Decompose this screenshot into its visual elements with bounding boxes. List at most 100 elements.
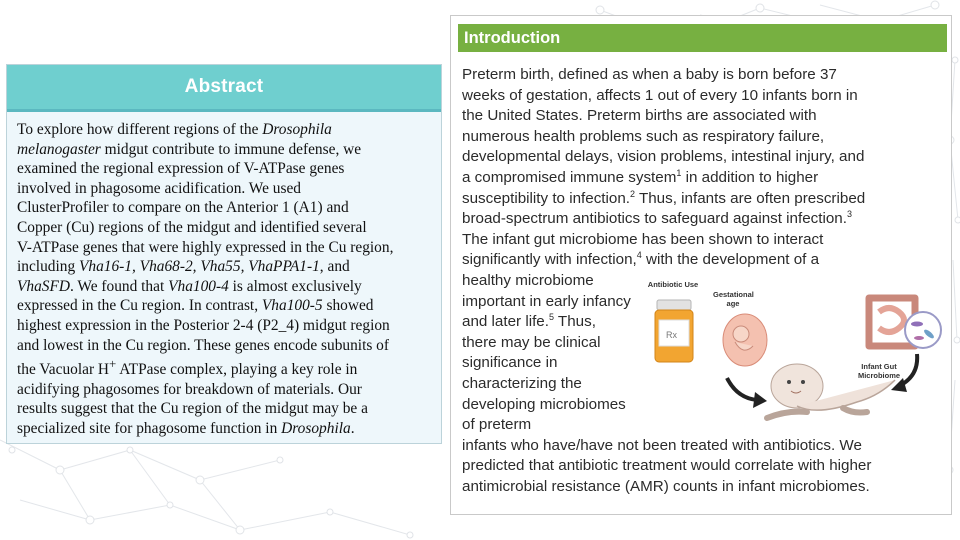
abstract-header: Abstract — [7, 65, 441, 112]
text-run: Vha100-5 — [261, 297, 323, 315]
text-run: Preterm birth, defined as when a baby is… — [462, 66, 837, 83]
antibiotic-use-label: Antibiotic Use — [647, 280, 699, 289]
text-run: 5 — [548, 312, 554, 323]
curved-arrow-left-icon — [725, 377, 758, 402]
abstract-line: acidifying phagosomes for breakdown of m… — [17, 380, 431, 400]
introduction-line: a compromised immune system1 in addition… — [462, 168, 951, 189]
abstract-line: ClusterProfiler to compare on the Anteri… — [17, 198, 431, 218]
text-run: Thus, infants are often prescribed — [635, 189, 866, 207]
abstract-panel: Abstract To explore how different region… — [6, 64, 442, 444]
introduction-line: and later life.5 Thus, — [462, 312, 951, 333]
text-run: is almost exclusively — [228, 277, 362, 295]
abstract-line: the Vacuolar H+ ATPase complex, playing … — [17, 355, 431, 380]
introduction-line: significance in — [462, 353, 951, 374]
text-run: antimicrobial resistance (AMR) counts in… — [462, 477, 870, 495]
text-run: 2 — [630, 188, 636, 199]
text-run: predicted that antibiotic treatment woul… — [462, 457, 872, 475]
text-run: there may be clinical — [462, 333, 601, 351]
figure-illustration: Rx — [654, 294, 942, 421]
rx-mark: Rx — [666, 330, 677, 340]
text-run: Thus, — [553, 313, 596, 331]
text-run: developmental delays, vision problems, i… — [462, 148, 865, 166]
abstract-line: results suggest that the Cu region of th… — [17, 399, 431, 419]
introduction-line: the United States. Preterm births are as… — [462, 106, 951, 127]
text-run: specialized site for phagosome function … — [17, 420, 282, 438]
text-run: developing microbiomes — [462, 395, 626, 413]
text-run: V-ATPase genes that were highly expresse… — [17, 238, 394, 256]
text-run: 3 — [846, 209, 852, 220]
introduction-line: there may be clinical — [462, 333, 951, 354]
gestational-age-icon — [722, 313, 768, 367]
arrow-head-left — [753, 392, 767, 408]
abstract-line: To explore how different regions of the … — [17, 120, 431, 140]
text-run: healthy microbiome — [462, 271, 594, 289]
introduction-header: Introduction — [458, 24, 947, 52]
pill-bottle-icon — [654, 299, 694, 363]
text-run: infants who have/have not been treated w… — [462, 436, 862, 454]
introduction-panel: Introduction Preterm birth, defined as w… — [450, 15, 952, 515]
abstract-line: V-ATPase genes that were highly expresse… — [17, 238, 431, 258]
text-run: , and — [319, 258, 350, 276]
text-run: the United States. Preterm births are as… — [462, 107, 817, 125]
text-run: examined the regional expression of V-AT… — [17, 160, 345, 178]
introduction-line: antimicrobial resistance (AMR) counts in… — [462, 477, 951, 498]
text-run: ATPase complex, playing a key role in — [116, 361, 358, 379]
text-run: Drosophila — [262, 121, 332, 138]
text-run: the Vacuolar H — [17, 361, 110, 379]
text-run: significantly with infection, — [462, 251, 637, 269]
text-run: ClusterProfiler to compare on the Anteri… — [17, 199, 349, 217]
text-run: To explore how different regions of the — [17, 121, 263, 138]
text-run: melanogaster — [17, 140, 101, 158]
abstract-body: To explore how different regions of the … — [7, 112, 441, 439]
abstract-line: specialized site for phagosome function … — [17, 419, 431, 439]
introduction-line: Preterm birth, defined as when a baby is… — [462, 65, 951, 86]
text-run: expressed in the Cu region. In contrast, — [17, 297, 262, 315]
introduction-line: important in early infancy — [462, 292, 951, 313]
gestational-age-label: Gestational age — [713, 290, 754, 308]
text-run: Drosophila — [281, 420, 351, 438]
text-run: weeks of gestation, affects 1 out of eve… — [462, 86, 858, 104]
text-run: with the development of a — [641, 251, 820, 269]
text-run: including — [17, 258, 79, 276]
abstract-line: VhaSFD. We found that Vha100-4 is almost… — [17, 277, 431, 297]
introduction-line: numerous health problems such as respira… — [462, 127, 951, 148]
abstract-title: Abstract — [184, 76, 264, 97]
text-run: The infant gut microbiome has been shown… — [462, 230, 824, 248]
text-run: significance in — [462, 354, 558, 372]
abstract-line: expressed in the Cu region. In contrast,… — [17, 296, 431, 316]
introduction-title: Introduction — [464, 28, 561, 47]
text-run: numerous health problems such as respira… — [462, 127, 825, 145]
text-run: involved in phagosome acidification. We … — [17, 179, 301, 197]
abstract-line: involved in phagosome acidification. We … — [17, 179, 431, 199]
text-run: characterizing the — [462, 374, 582, 392]
text-run: . We found that — [70, 277, 169, 295]
text-run: + — [109, 357, 117, 372]
text-run: and later life. — [462, 313, 549, 331]
text-run: susceptibility to infection. — [462, 189, 630, 207]
abstract-line: Copper (Cu) regions of the midgut and id… — [17, 218, 431, 238]
introduction-body: Preterm birth, defined as when a baby is… — [462, 65, 951, 498]
introduction-line: susceptibility to infection.2 Thus, infa… — [462, 188, 951, 210]
text-run: and lowest in the Cu region. These genes… — [17, 336, 390, 354]
infant-gut-microbiome-label: Infant Gut Microbiome — [857, 362, 901, 380]
text-run: in addition to higher — [681, 168, 819, 186]
text-run: Vha100-4 — [168, 277, 229, 295]
text-run: showed — [322, 297, 374, 315]
text-run: results suggest that the Cu region of th… — [17, 400, 368, 418]
text-run: of preterm — [462, 416, 532, 434]
abstract-line: including Vha16-1, Vha68-2, Vha55, VhaPP… — [17, 257, 431, 277]
text-run: a compromised immune system — [462, 168, 677, 186]
text-run: Copper (Cu) regions of the midgut and id… — [17, 218, 367, 236]
abstract-line: examined the regional expression of V-AT… — [17, 159, 431, 179]
introduction-line: of preterm — [462, 415, 951, 436]
text-run: acidifying phagosomes for breakdown of m… — [17, 380, 362, 398]
introduction-line: The infant gut microbiome has been shown… — [462, 230, 951, 251]
text-run: highest expression in the Posterior 2-4 … — [17, 316, 390, 334]
text-run: . — [350, 420, 355, 438]
introduction-line: predicted that antibiotic treatment woul… — [462, 456, 951, 477]
infant-icon — [764, 363, 896, 421]
text-run: Vha16-1, Vha68-2, Vha55, VhaPPA1-1 — [78, 258, 320, 276]
text-run: midgut contribute to immune defense, we — [100, 140, 362, 158]
introduction-line: weeks of gestation, affects 1 out of eve… — [462, 86, 951, 107]
